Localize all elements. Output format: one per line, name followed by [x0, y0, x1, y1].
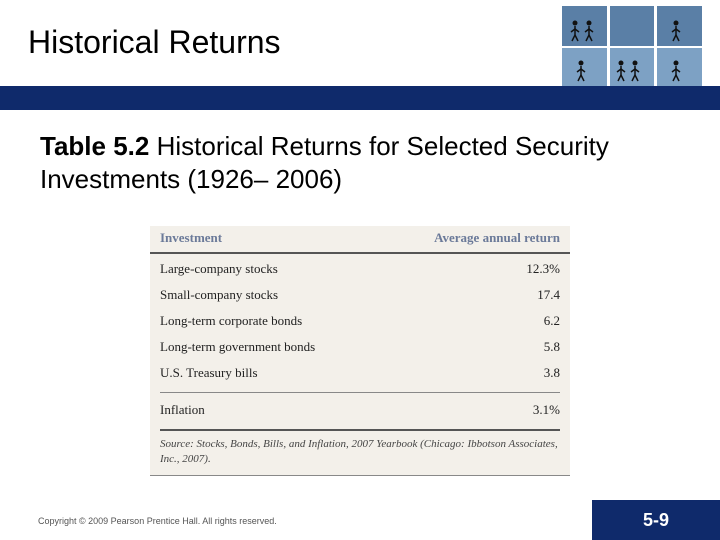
slide-title: Historical Returns: [28, 24, 281, 61]
brand-bar: [0, 86, 720, 110]
cell-value: 17.4: [500, 287, 560, 303]
cell-label: Large-company stocks: [160, 261, 500, 277]
table-row: Small-company stocks 17.4: [160, 282, 560, 308]
table-rule: [160, 392, 560, 393]
table-row: Large-company stocks 12.3%: [160, 256, 560, 282]
col-header-investment: Investment: [160, 230, 434, 246]
cell-value: 3.1%: [500, 402, 560, 418]
cell-label: Inflation: [160, 402, 500, 418]
cell-label: Long-term government bonds: [160, 339, 500, 355]
cell-label: Long-term corporate bonds: [160, 313, 500, 329]
cell-value: 5.8: [500, 339, 560, 355]
table-row: Inflation 3.1%: [160, 397, 560, 423]
table-header-row: Investment Average annual return: [150, 226, 570, 254]
cell-label: Small-company stocks: [160, 287, 500, 303]
table-body: Large-company stocks 12.3% Small-company…: [150, 254, 570, 390]
cell-label: U.S. Treasury bills: [160, 365, 500, 381]
header-building-graphic: [562, 6, 702, 84]
table-row: Long-term government bonds 5.8: [160, 334, 560, 360]
copyright-text: Copyright © 2009 Pearson Prentice Hall. …: [38, 516, 277, 526]
cell-value: 12.3%: [500, 261, 560, 277]
cell-value: 3.8: [500, 365, 560, 381]
table-row: Long-term corporate bonds 6.2: [160, 308, 560, 334]
table-source: Source: Stocks, Bonds, Bills, and Inflat…: [150, 431, 570, 476]
col-header-return: Average annual return: [434, 230, 560, 246]
returns-table: Investment Average annual return Large-c…: [150, 226, 570, 476]
cell-value: 6.2: [500, 313, 560, 329]
table-inflation-row: Inflation 3.1%: [150, 395, 570, 427]
page-number-badge: 5-9: [592, 500, 720, 540]
caption-number: Table 5.2: [40, 131, 149, 161]
table-caption: Table 5.2 Historical Returns for Selecte…: [40, 130, 660, 195]
table-row: U.S. Treasury bills 3.8: [160, 360, 560, 386]
